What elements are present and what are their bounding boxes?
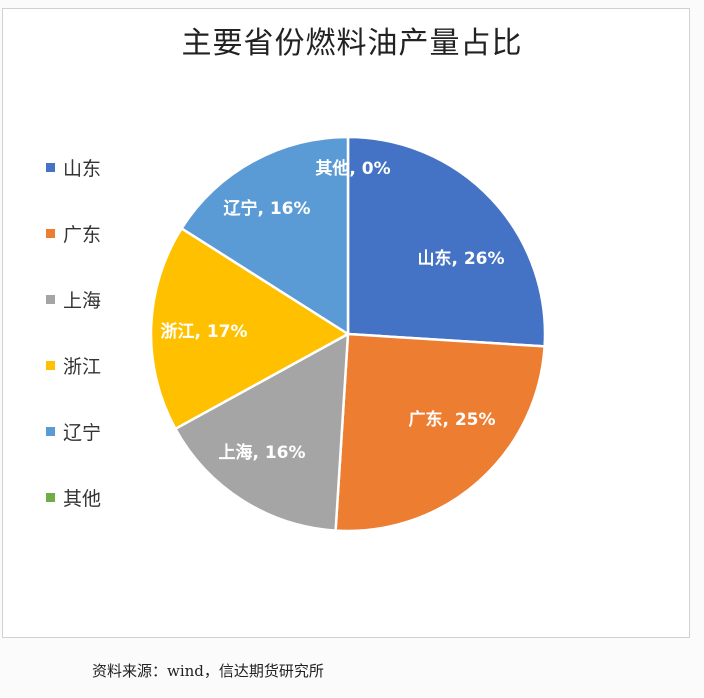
- chart-title: 主要省份燃料油产量占比: [181, 26, 523, 61]
- slice-label-shanghai: 上海, 16%: [218, 442, 305, 463]
- legend-item-zhejiang: 浙江: [46, 332, 101, 398]
- legend-item-shandong: 山东: [46, 134, 101, 200]
- slice-label-liaoning: 辽宁, 16%: [223, 198, 310, 219]
- slice-label-zhejiang: 浙江, 17%: [160, 321, 247, 342]
- legend-label: 辽宁: [63, 421, 102, 444]
- legend-swatch-icon: [46, 294, 55, 304]
- legend-label: 上海: [63, 289, 102, 312]
- legend-swatch-icon: [46, 360, 55, 370]
- data-source-note: 资料来源：wind，信达期货研究所: [92, 662, 324, 680]
- legend-swatch-icon: [46, 228, 55, 238]
- legend-label: 浙江: [63, 355, 102, 378]
- slice-label-other: 其他, 0%: [315, 158, 390, 179]
- legend-swatch-icon: [46, 162, 55, 172]
- legend-item-other: 其他: [46, 464, 101, 530]
- pie-slice-liaoning: [180, 135, 350, 336]
- legend-swatch-icon: [46, 426, 55, 436]
- pie-slice-shanghai: [174, 332, 350, 532]
- legend-item-liaoning: 辽宁: [46, 398, 101, 464]
- pie-slice-guangdong: [334, 332, 546, 533]
- legend: 山东 广东 上海 浙江 辽宁 其他: [46, 134, 101, 530]
- legend-label: 广东: [63, 223, 102, 246]
- legend-label: 山东: [63, 157, 102, 180]
- legend-item-shanghai: 上海: [46, 266, 101, 332]
- legend-label: 其他: [63, 487, 102, 510]
- pie-slice-zhejiang: [149, 227, 350, 431]
- pie-slice-shandong: [346, 135, 547, 348]
- legend-item-guangdong: 广东: [46, 200, 101, 266]
- legend-swatch-icon: [46, 492, 55, 502]
- slice-label-shandong: 山东, 26%: [417, 248, 504, 269]
- slice-label-guangdong: 广东, 25%: [408, 409, 495, 430]
